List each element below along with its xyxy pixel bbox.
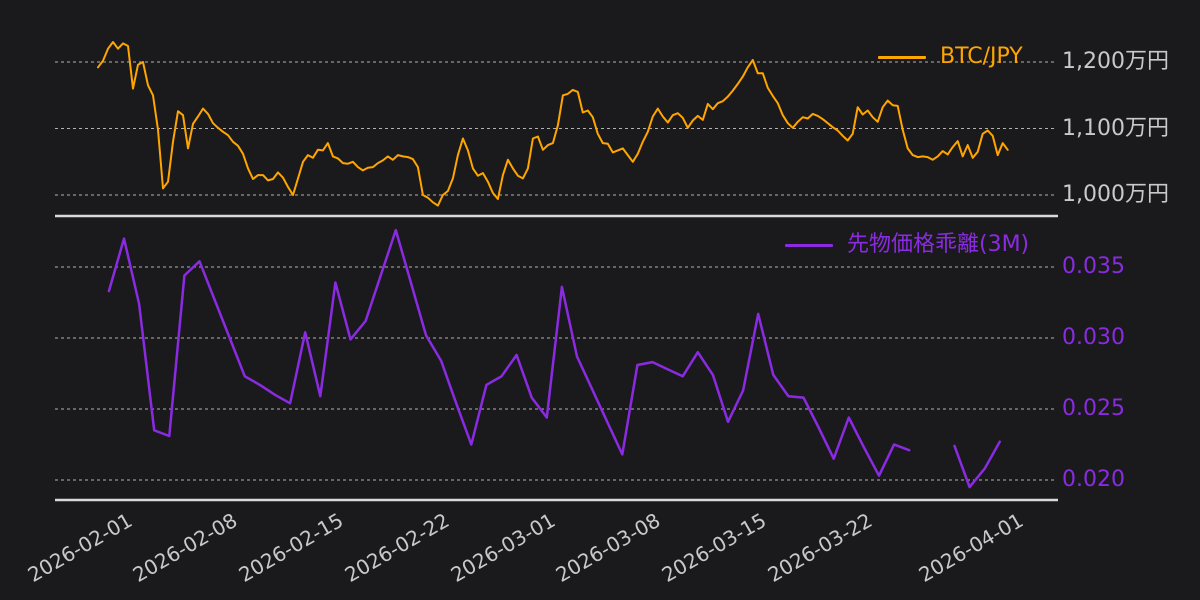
legend-futures-deviation: 先物価格乖離(3M) [785, 232, 1029, 258]
top-y-tick-label: 1,100万円 [1062, 115, 1169, 141]
bottom-y-tick-label: 0.035 [1062, 254, 1125, 279]
top-y-tick-label: 1,000万円 [1062, 182, 1169, 207]
futures-deviation-legend-label: 先物価格乖離(3M) [847, 232, 1030, 257]
btcjpy-legend-label: BTC/JPY [940, 44, 1023, 69]
bottom-y-tick-label: 0.030 [1062, 325, 1125, 350]
futures-deviation-line-swatch [785, 243, 833, 247]
btcjpy-line-swatch [878, 55, 926, 59]
legend-btcjpy: BTC/JPY [878, 44, 1023, 70]
futures-deviation-line [107, 228, 911, 477]
btcjpy-line [97, 41, 1009, 207]
top-y-tick-label: 1,200万円 [1062, 49, 1169, 74]
bottom-y-tick-label: 0.025 [1062, 396, 1125, 421]
bottom-y-tick-label: 0.020 [1062, 467, 1125, 492]
futures-deviation-line [953, 440, 1002, 489]
